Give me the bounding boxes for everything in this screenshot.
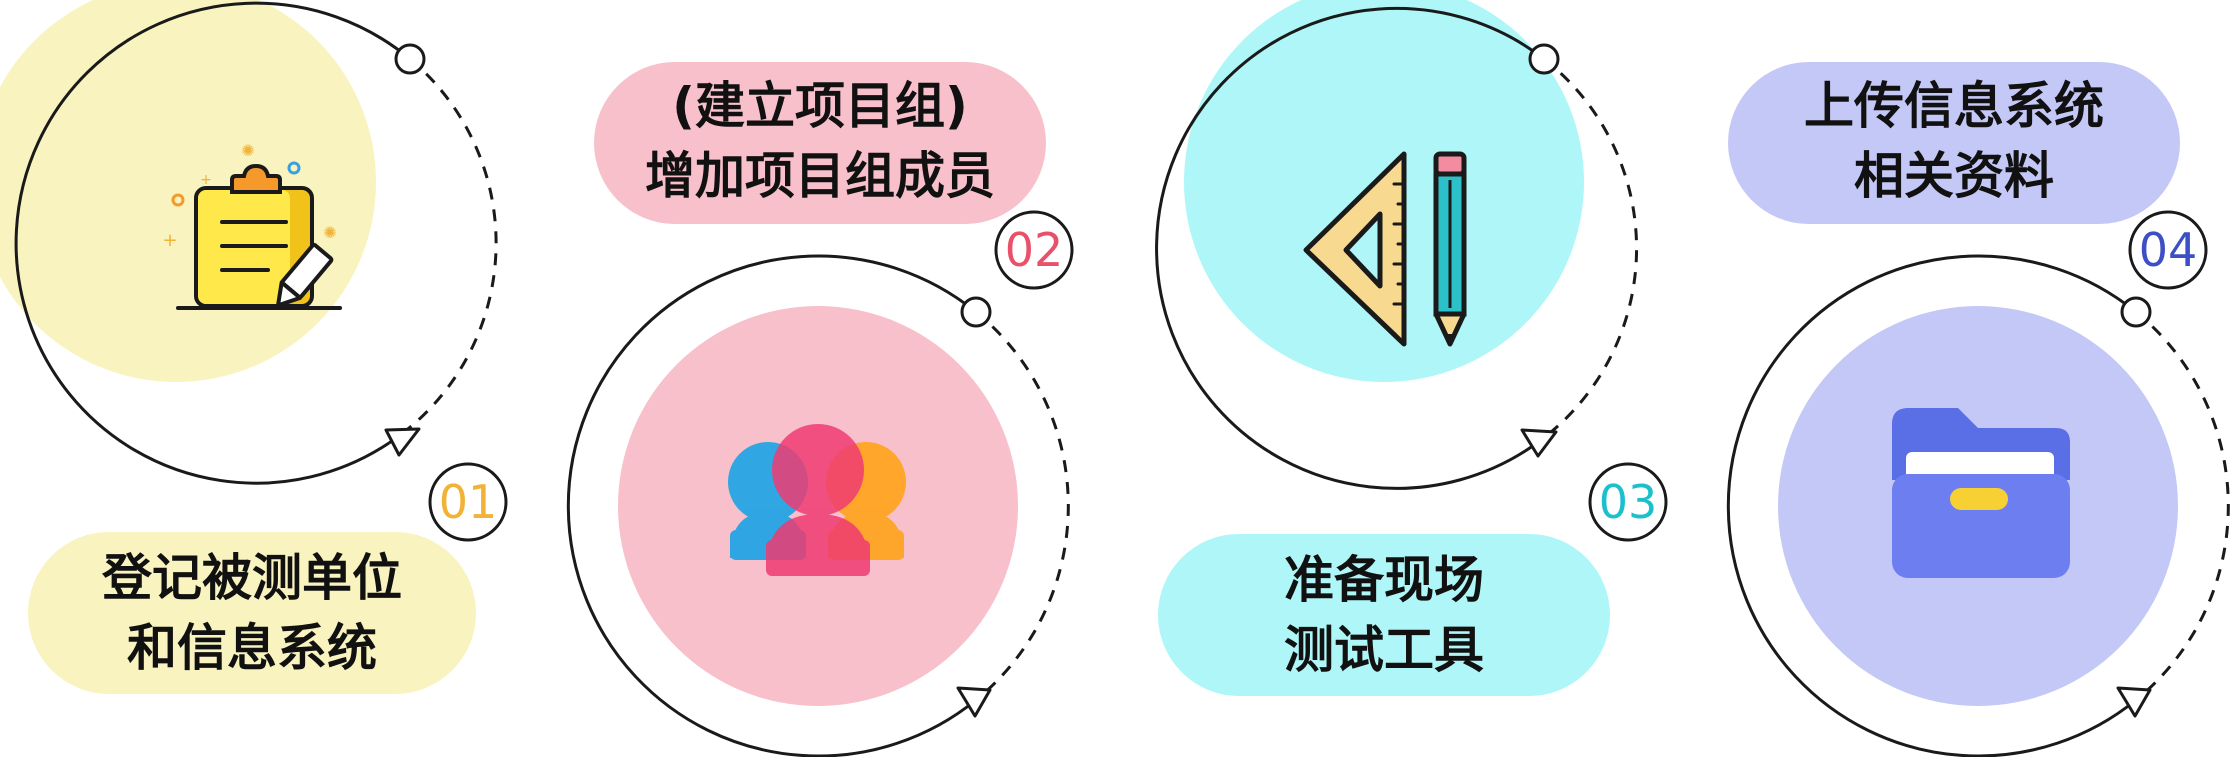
step-3-badge [1588, 462, 1668, 542]
team-members-icon [728, 424, 906, 576]
step-1-label-pill [28, 532, 476, 694]
ruler-pencil-icon [1303, 151, 1467, 347]
step-3-number: 03 [1599, 475, 1658, 529]
clipboard-pencil-icon: ✺ ✺ + + [162, 141, 342, 310]
step-2: 02 (建立项目组) 增加项目组成员 [566, 62, 1074, 757]
step-1-badge [428, 462, 508, 542]
step-4-start-knob [2120, 296, 2152, 328]
step-1: ✺ ✺ + + 01 登记被测单位 和信息系统 [0, 0, 508, 694]
step-2-arrow-head [956, 686, 992, 718]
step-1-disc [0, 0, 376, 382]
step-2-dashed-arc [975, 310, 1070, 702]
step-3-label-pill [1158, 534, 1610, 696]
step-1-ring [14, 1, 411, 485]
step-2-label-line2: 增加项目组成员 [645, 147, 995, 205]
svg-text:+: + [162, 230, 177, 251]
step-4-badge [2128, 210, 2208, 290]
step-4-label-pill [1728, 62, 2180, 224]
step-1-label-line1: 登记被测单位 [101, 549, 402, 607]
step-1-number: 01 [439, 475, 498, 529]
step-3-ring [1155, 6, 1545, 490]
step-3-arrow-head [1520, 428, 1558, 458]
step-4-label-line2: 相关资料 [1854, 147, 2054, 205]
svg-text:+: + [200, 172, 212, 188]
step-4-number: 04 [2139, 223, 2198, 277]
step-4-arrow-head [2116, 686, 2152, 718]
step-4: 04 上传信息系统 相关资料 [1726, 62, 2230, 757]
folder-icon [1892, 408, 2070, 578]
step-4-ring [1726, 254, 2137, 757]
step-1-start-knob [394, 43, 426, 75]
step-2-start-knob [960, 296, 992, 328]
step-1-label-line2: 和信息系统 [127, 619, 377, 677]
step-3-label-line1: 准备现场 [1284, 551, 1484, 609]
step-3-start-knob [1528, 43, 1560, 75]
svg-text:✺: ✺ [323, 223, 336, 242]
svg-text:✺: ✺ [241, 141, 254, 160]
step-2-label-pill [594, 62, 1046, 224]
step-2-label-line1: (建立项目组) [672, 77, 968, 135]
step-1-dashed-arc [388, 57, 498, 445]
step-1-arrow-head [384, 427, 421, 457]
step-3-label-line2: 测试工具 [1284, 621, 1484, 679]
step-2-badge [994, 210, 1074, 290]
step-3: 03 准备现场 测试工具 [1155, 0, 1668, 696]
step-4-label-line1: 上传信息系统 [1804, 77, 2104, 135]
step-4-dashed-arc [2135, 310, 2230, 702]
step-3-dashed-arc [1536, 57, 1639, 445]
step-2-ring [566, 254, 977, 757]
step-2-number: 02 [1005, 223, 1064, 277]
